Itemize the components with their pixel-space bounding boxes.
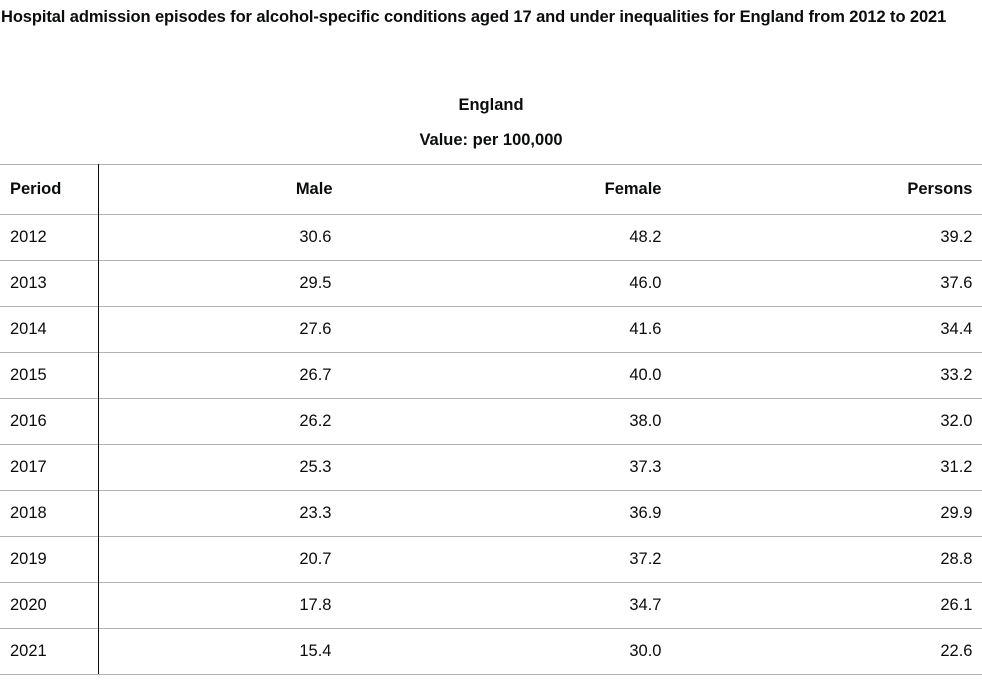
cell-values: 17.8 34.7 26.1 [98, 582, 982, 629]
cell-male: 17.8 [299, 596, 332, 614]
table-row: 2018 23.3 36.9 29.9 [0, 490, 982, 537]
cell-female: 37.2 [629, 550, 662, 568]
cell-male: 26.7 [299, 366, 332, 384]
cell-values: 26.2 38.0 32.0 [98, 398, 982, 445]
cell-period: 2017 [0, 444, 99, 491]
cell-male: 15.4 [299, 642, 332, 660]
table-row: 2015 26.7 40.0 33.2 [0, 352, 982, 399]
cell-values: 27.6 41.6 34.4 [98, 306, 982, 353]
cell-female: 37.3 [629, 458, 662, 476]
cell-persons: 29.9 [940, 504, 973, 522]
table-row: 2014 27.6 41.6 34.4 [0, 306, 982, 353]
cell-persons: 26.1 [940, 596, 973, 614]
cell-persons: 22.6 [940, 642, 973, 660]
cell-period: 2014 [0, 306, 99, 353]
cell-values: 15.4 30.0 22.6 [98, 628, 982, 675]
column-header-persons: Persons [907, 180, 973, 198]
column-header-female: Female [604, 180, 662, 198]
data-table: Period Male Female Persons 2012 30.6 48.2 3… [0, 164, 982, 675]
cell-female: 38.0 [629, 412, 662, 430]
cell-persons: 39.2 [940, 228, 973, 246]
cell-period: 2020 [0, 582, 99, 629]
table-row: 2012 30.6 48.2 39.2 [0, 214, 982, 261]
cell-period: 2013 [0, 260, 99, 307]
cell-values: 23.3 36.9 29.9 [98, 490, 982, 537]
value-unit-line: Value: per 100,000 [0, 130, 982, 150]
column-header-period: Period [0, 164, 99, 215]
column-header-values: Male Female Persons [98, 164, 982, 215]
cell-period: 2016 [0, 398, 99, 445]
cell-persons: 33.2 [940, 366, 973, 384]
table-header-row: Period Male Female Persons [0, 164, 982, 215]
cell-male: 26.2 [299, 412, 332, 430]
cell-values: 26.7 40.0 33.2 [98, 352, 982, 399]
cell-values: 25.3 37.3 31.2 [98, 444, 982, 491]
table-row: 2016 26.2 38.0 32.0 [0, 398, 982, 445]
table-row: 2020 17.8 34.7 26.1 [0, 582, 982, 629]
cell-values: 20.7 37.2 28.8 [98, 536, 982, 583]
table-row: 2013 29.5 46.0 37.6 [0, 260, 982, 307]
cell-female: 30.0 [629, 642, 662, 660]
cell-female: 36.9 [629, 504, 662, 522]
table-title: Hospital admission episodes for alcohol-… [1, 8, 947, 26]
cell-male: 29.5 [299, 274, 332, 292]
cell-male: 30.6 [299, 228, 332, 246]
cell-female: 48.2 [629, 228, 662, 246]
cell-female: 46.0 [629, 274, 662, 292]
cell-male: 25.3 [299, 458, 332, 476]
cell-period: 2018 [0, 490, 99, 537]
cell-period: 2012 [0, 214, 99, 261]
cell-period: 2015 [0, 352, 99, 399]
cell-persons: 28.8 [940, 550, 973, 568]
cell-persons: 31.2 [940, 458, 973, 476]
cell-male: 23.3 [299, 504, 332, 522]
value-unit: per 100,000 [472, 131, 563, 149]
column-header-male: Male [295, 180, 333, 198]
cell-persons: 37.6 [940, 274, 973, 292]
table-row: 2019 20.7 37.2 28.8 [0, 536, 982, 583]
cell-female: 34.7 [629, 596, 662, 614]
cell-period: 2019 [0, 536, 99, 583]
area-heading: England [458, 96, 524, 114]
cell-persons: 32.0 [940, 412, 973, 430]
value-label: Value: [419, 131, 469, 149]
cell-values: 30.6 48.2 39.2 [98, 214, 982, 261]
cell-male: 20.7 [299, 550, 332, 568]
table-row: 2017 25.3 37.3 31.2 [0, 444, 982, 491]
cell-persons: 34.4 [940, 320, 973, 338]
cell-period: 2021 [0, 628, 99, 675]
cell-female: 41.6 [629, 320, 662, 338]
cell-values: 29.5 46.0 37.6 [98, 260, 982, 307]
cell-male: 27.6 [299, 320, 332, 338]
cell-female: 40.0 [629, 366, 662, 384]
table-row: 2021 15.4 30.0 22.6 [0, 628, 982, 675]
